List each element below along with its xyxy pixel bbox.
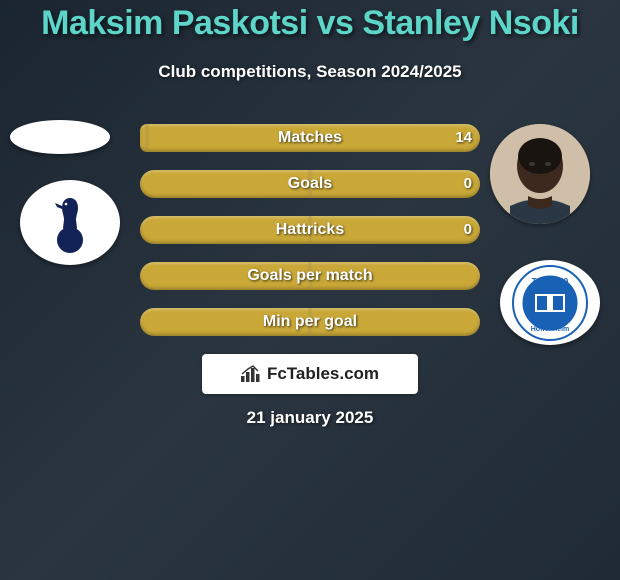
stat-label: Hattricks xyxy=(140,216,480,244)
player-left-club-crest xyxy=(20,180,120,265)
player-right-avatar xyxy=(490,124,590,224)
stat-row: Matches14 xyxy=(140,124,480,152)
comparison-card: Maksim Paskotsi vs Stanley Nsoki Club co… xyxy=(0,0,620,580)
stat-label: Goals per match xyxy=(140,262,480,290)
stat-value-right: 14 xyxy=(455,124,472,152)
hoffenheim-crest-icon: TSG 1899 Hoffenheim xyxy=(511,264,589,342)
date-text: 21 january 2025 xyxy=(0,408,620,428)
stat-row: Goals per match xyxy=(140,262,480,290)
stat-row: Hattricks0 xyxy=(140,216,480,244)
watermark-text: FcTables.com xyxy=(267,364,379,384)
stat-row: Goals0 xyxy=(140,170,480,198)
stat-label: Matches xyxy=(140,124,480,152)
tottenham-crest-icon xyxy=(35,188,105,258)
stats-container: Matches14Goals0Hattricks0Goals per match… xyxy=(140,124,480,354)
svg-text:Hoffenheim: Hoffenheim xyxy=(531,326,570,333)
page-title: Maksim Paskotsi vs Stanley Nsoki xyxy=(0,4,620,43)
stat-value-right: 0 xyxy=(464,170,472,198)
player-left-avatar xyxy=(10,120,110,154)
svg-text:TSG 1899: TSG 1899 xyxy=(532,277,569,286)
player-right-club-crest: TSG 1899 Hoffenheim xyxy=(500,260,600,345)
stat-label: Min per goal xyxy=(140,308,480,336)
subtitle: Club competitions, Season 2024/2025 xyxy=(0,62,620,82)
stat-value-right: 0 xyxy=(464,216,472,244)
bar-chart-icon xyxy=(241,365,263,383)
player-photo-icon xyxy=(490,124,590,224)
stat-row: Min per goal xyxy=(140,308,480,336)
watermark-badge[interactable]: FcTables.com xyxy=(202,354,418,394)
stat-label: Goals xyxy=(140,170,480,198)
